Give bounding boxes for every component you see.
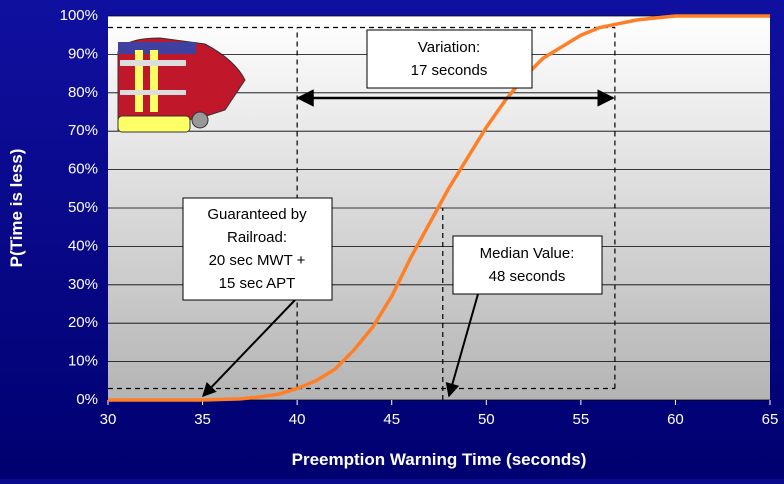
y-tick-label: 70% [68, 122, 98, 139]
y-tick-label: 90% [68, 45, 98, 62]
y-tick-label: 100% [60, 7, 98, 24]
x-tick-label: 50 [478, 411, 495, 428]
x-tick-label: 45 [383, 411, 400, 428]
annotation-text: 20 sec MWT + [209, 252, 306, 269]
x-axis-label: Preemption Warning Time (seconds) [292, 450, 587, 469]
chart: Variation: 17 seconds Guaranteed by Rail… [0, 0, 784, 479]
x-tick-label: 65 [762, 411, 779, 428]
x-tick-label: 40 [289, 411, 306, 428]
x-tick-label: 55 [573, 411, 590, 428]
x-tick-label: 60 [667, 411, 684, 428]
annotation-text: 17 seconds [411, 62, 488, 79]
x-tick-label: 35 [194, 411, 211, 428]
y-tick-label: 10% [68, 353, 98, 370]
y-tick-label: 60% [68, 161, 98, 178]
y-tick-label: 20% [68, 314, 98, 331]
y-tick-label: 40% [68, 237, 98, 254]
annotation-text: Variation: [418, 39, 480, 56]
annotation-text: Guaranteed by [207, 206, 307, 223]
annotation-text: Railroad: [227, 229, 287, 246]
y-tick-label: 50% [68, 199, 98, 216]
x-tick-label: 30 [100, 411, 117, 428]
annotation-text: 48 seconds [489, 268, 566, 285]
annotation-text: Median Value: [480, 245, 575, 262]
y-tick-label: 80% [68, 84, 98, 101]
y-axis-label: P(Time is less) [7, 149, 26, 268]
y-tick-label: 0% [76, 391, 98, 408]
y-tick-label: 30% [68, 276, 98, 293]
annotation-text: 15 sec APT [219, 275, 296, 292]
